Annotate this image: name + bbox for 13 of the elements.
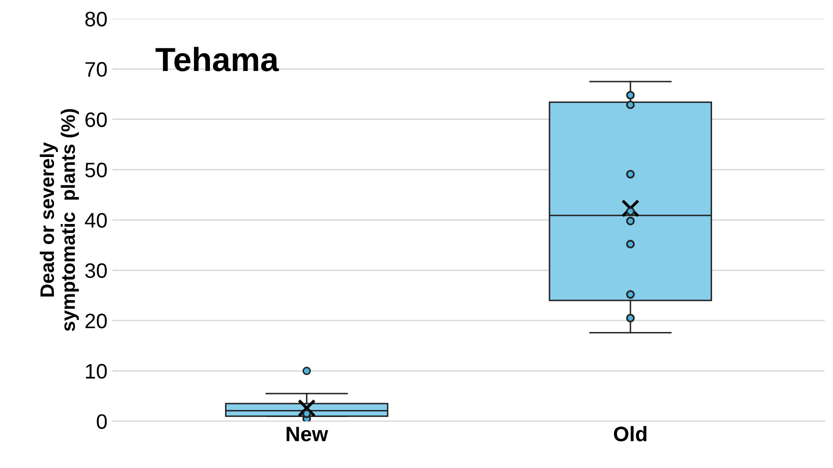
y-tick-label: 40 — [84, 212, 107, 228]
y-tick-label: 50 — [85, 162, 107, 178]
text: Tehama — [156, 46, 279, 72]
y-tick-label: 70 — [85, 62, 107, 77]
y-tick-label: 0 — [96, 414, 107, 429]
x-tick-label: New — [286, 426, 328, 442]
y-tick-label: 80 — [85, 12, 107, 26]
y-tick-label: 30 — [85, 263, 107, 278]
y-tick-label: 60 — [85, 112, 107, 128]
y-tick-label: 10 — [86, 364, 107, 379]
y-tick-label: 20 — [85, 314, 107, 328]
x-tick-label: Old — [614, 426, 646, 442]
y-axis-title: Dead or severely symptomatic plants (%) — [40, 109, 79, 332]
